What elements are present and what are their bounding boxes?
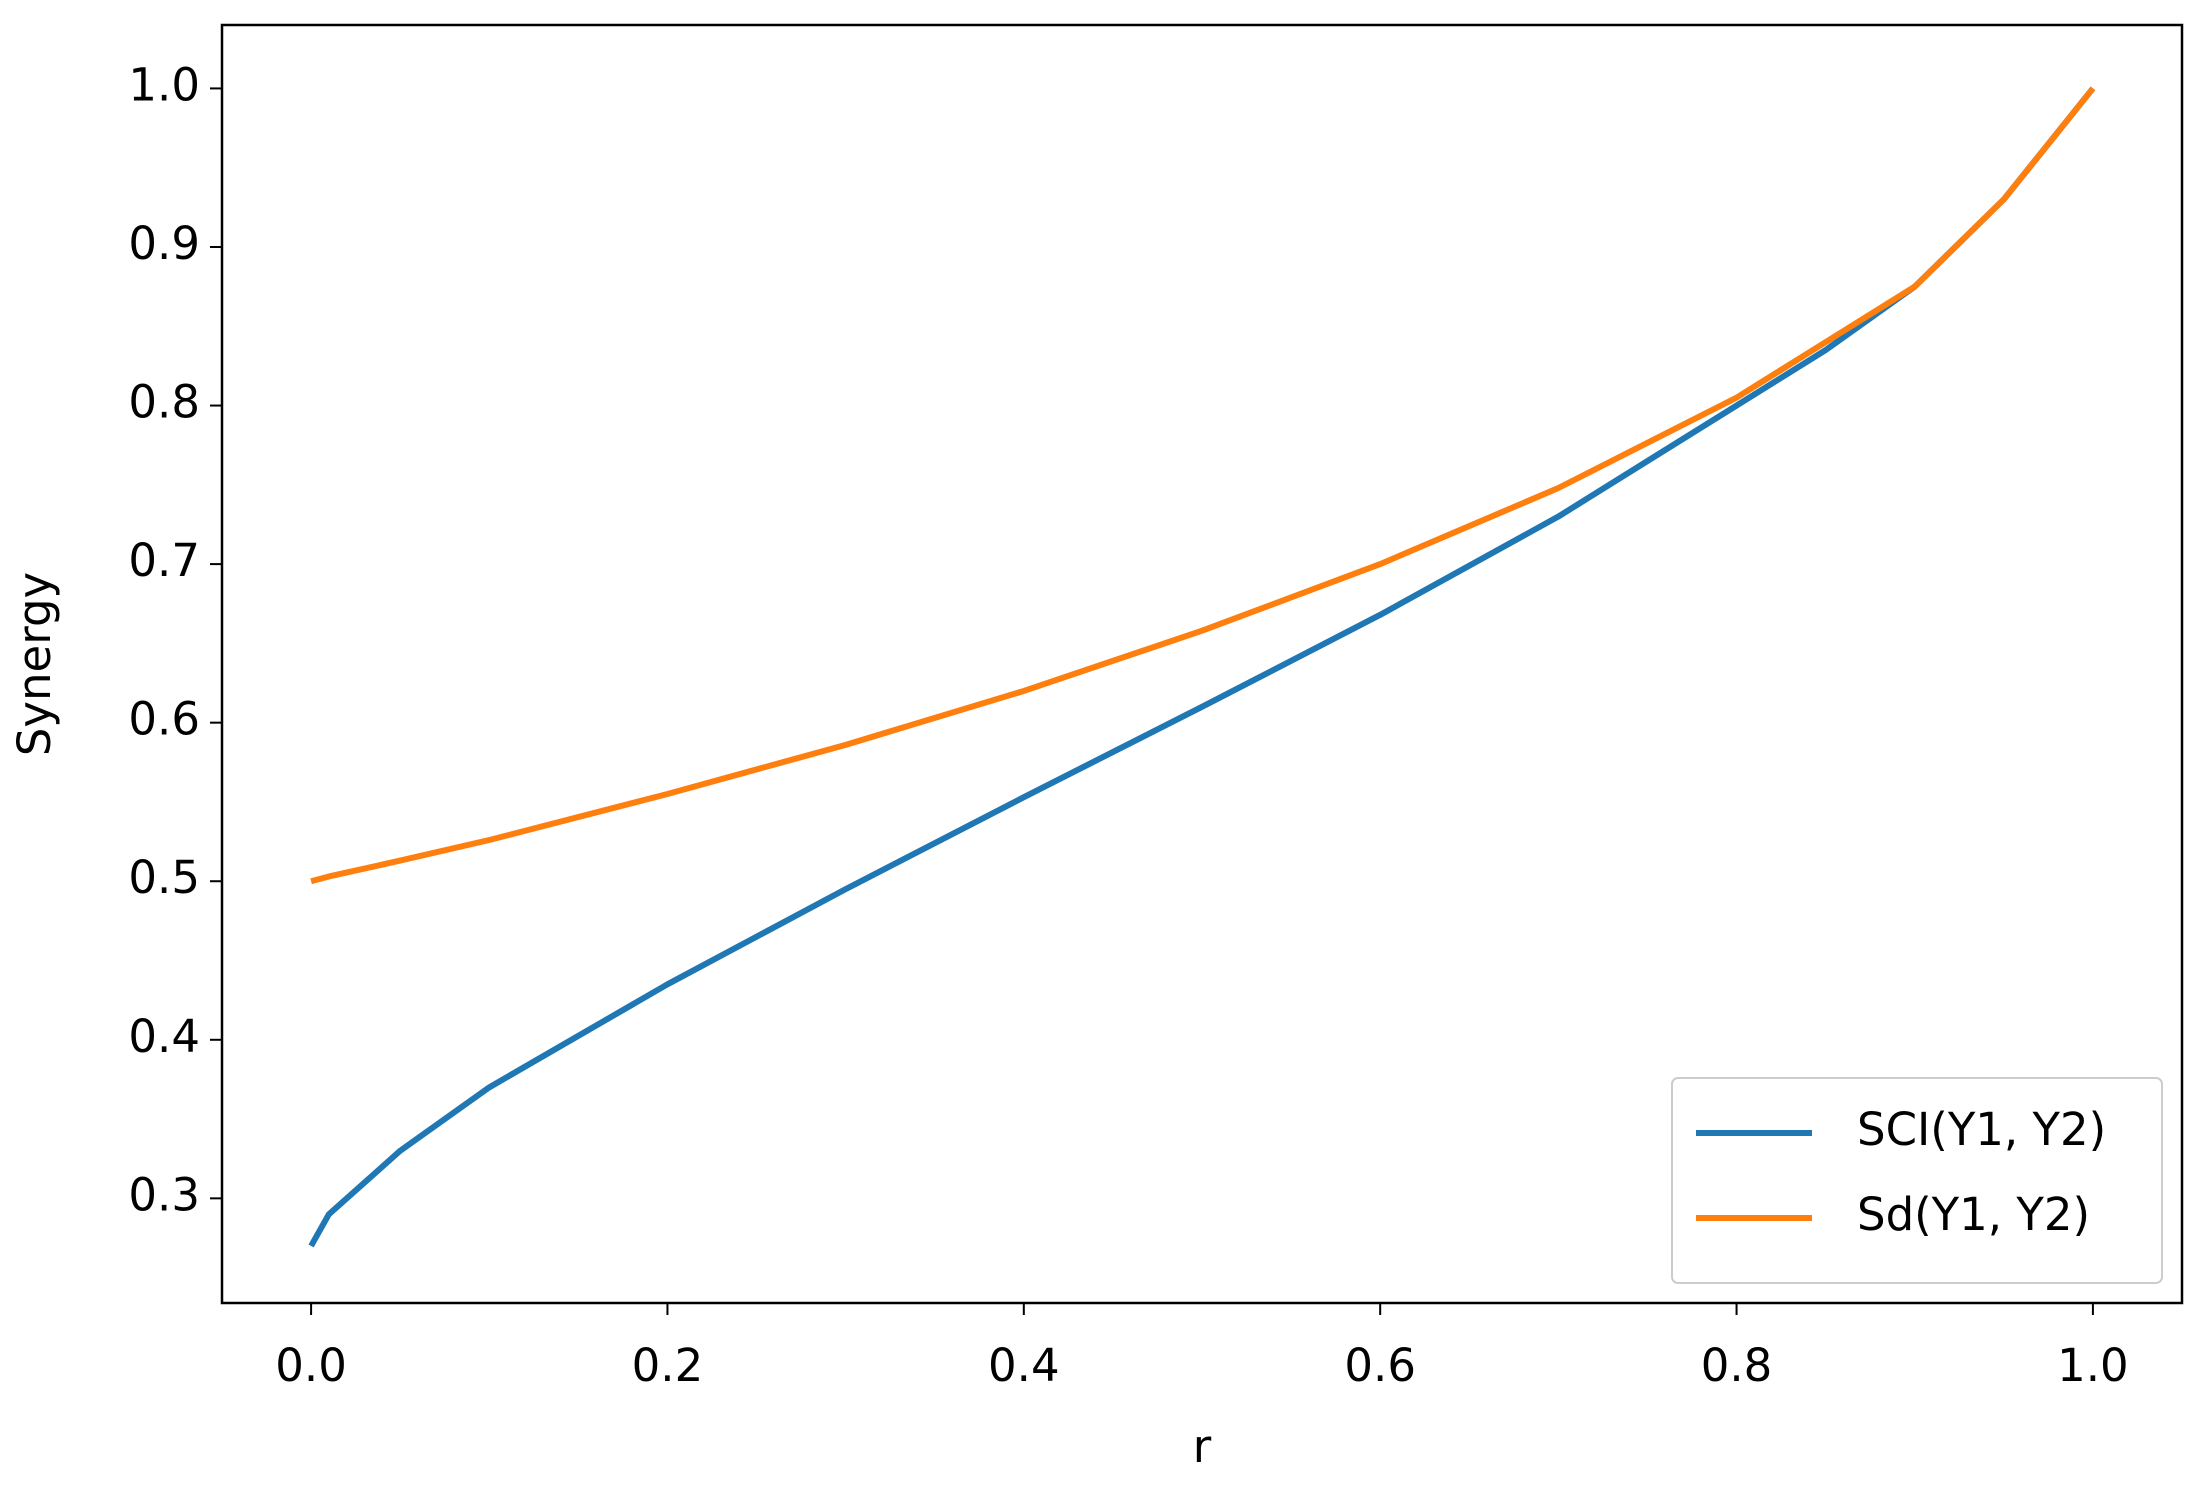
x-tick-label: 0.2 xyxy=(632,1339,704,1392)
series-line xyxy=(308,86,2096,1248)
y-tick-label: 0.8 xyxy=(128,376,200,429)
x-axis-label: r xyxy=(1193,1420,1212,1473)
y-tick-label: 0.9 xyxy=(128,217,200,270)
legend-label: Sd(Y1, Y2) xyxy=(1857,1188,2090,1241)
series-line xyxy=(310,86,2096,885)
x-tick-label: 0.8 xyxy=(1701,1339,1773,1392)
legend: SCI(Y1, Y2) Sd(Y1, Y2) xyxy=(1671,1077,2163,1284)
y-axis-label: Synergy xyxy=(8,572,61,756)
x-tick-label: 0.0 xyxy=(275,1339,347,1392)
x-tick-label: 0.6 xyxy=(1344,1339,1416,1392)
legend-box xyxy=(1671,1077,2163,1284)
x-tick-label: 1.0 xyxy=(2057,1339,2129,1392)
y-tick-label: 0.5 xyxy=(128,851,200,904)
x-tick-label: 0.4 xyxy=(988,1339,1060,1392)
plot-frame xyxy=(220,23,2184,1305)
y-tick-label: 0.6 xyxy=(128,693,200,746)
y-tick-label: 0.7 xyxy=(128,534,200,587)
legend-label: SCI(Y1, Y2) xyxy=(1857,1103,2106,1156)
y-tick-label: 0.3 xyxy=(128,1168,200,1221)
y-tick-label: 0.4 xyxy=(128,1010,200,1063)
y-tick-label: 1.0 xyxy=(128,58,200,111)
